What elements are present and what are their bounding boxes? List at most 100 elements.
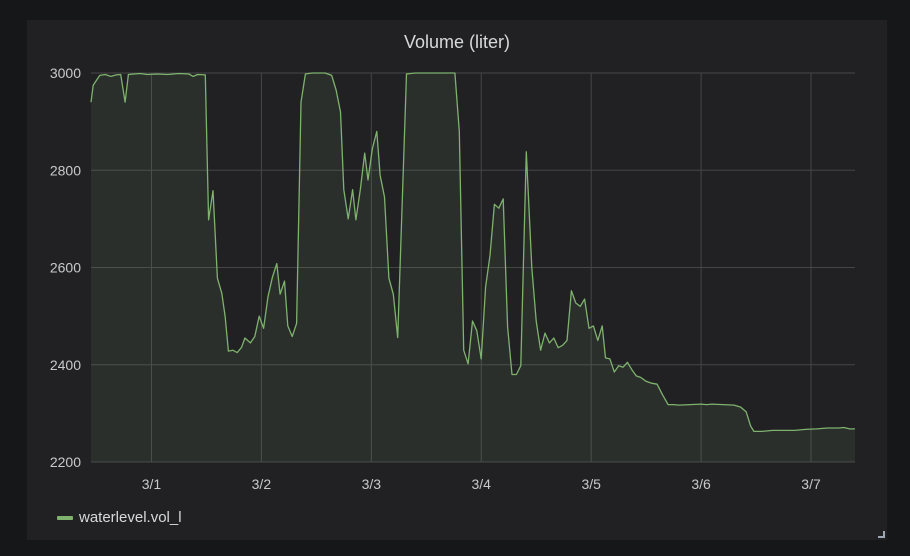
data-point xyxy=(133,73,134,74)
data-point xyxy=(372,148,373,149)
data-point xyxy=(481,358,482,359)
data-point xyxy=(526,151,527,152)
data-point xyxy=(128,74,129,75)
data-point xyxy=(393,294,394,295)
data-point xyxy=(259,316,260,317)
data-point xyxy=(296,323,297,324)
data-point xyxy=(540,350,541,351)
data-point xyxy=(367,179,368,180)
data-point xyxy=(376,131,377,132)
data-point xyxy=(805,429,806,430)
data-point xyxy=(110,76,111,77)
data-point xyxy=(193,76,194,77)
data-point xyxy=(197,74,198,75)
data-point xyxy=(93,85,94,86)
data-point xyxy=(843,427,844,428)
data-point xyxy=(205,74,206,75)
data-point xyxy=(761,431,762,432)
data-point xyxy=(156,73,157,74)
x-tick-label: 3/4 xyxy=(472,476,492,492)
data-point xyxy=(140,73,141,74)
x-tick-label: 3/5 xyxy=(581,476,601,492)
data-point xyxy=(516,374,517,375)
data-point xyxy=(618,365,619,366)
panel-resize-handle-icon[interactable] xyxy=(878,531,885,538)
data-point xyxy=(783,430,784,431)
data-point xyxy=(406,73,407,74)
data-point xyxy=(178,73,179,74)
x-tick-label: 3/1 xyxy=(142,476,162,492)
y-tick-label: 2200 xyxy=(50,454,81,470)
legend-series-label[interactable]: waterlevel.vol_l xyxy=(79,509,182,526)
volume-chart[interactable]: 2200 2400 2600 2800 3000 3/1 3/2 3/3 3/4 3/5 3/6 3/… xyxy=(27,20,887,500)
data-point xyxy=(318,72,319,73)
data-point xyxy=(99,75,100,76)
data-point xyxy=(631,369,632,370)
data-point xyxy=(651,383,652,384)
x-tick-label: 3/7 xyxy=(801,476,821,492)
data-point xyxy=(690,404,691,405)
data-point xyxy=(340,111,341,112)
data-point xyxy=(287,325,288,326)
data-point xyxy=(507,326,508,327)
data-point xyxy=(228,351,229,352)
data-point xyxy=(476,330,477,331)
data-point xyxy=(331,75,332,76)
data-point xyxy=(753,431,754,432)
data-point xyxy=(352,189,353,190)
data-point xyxy=(472,320,473,321)
data-point xyxy=(454,72,455,73)
data-point xyxy=(343,189,344,190)
data-point xyxy=(292,336,293,337)
data-point xyxy=(646,381,647,382)
data-point xyxy=(267,296,268,297)
data-point xyxy=(284,281,285,282)
panel-title[interactable]: Volume (liter) xyxy=(403,32,511,52)
data-point xyxy=(364,153,365,154)
legend: waterlevel.vol_l xyxy=(57,509,182,526)
data-point xyxy=(96,80,97,81)
data-point xyxy=(816,428,817,429)
data-point xyxy=(468,363,469,364)
series-line xyxy=(90,72,855,433)
data-point xyxy=(237,352,238,353)
data-point xyxy=(300,102,301,103)
data-point xyxy=(217,278,218,279)
data-point xyxy=(388,278,389,279)
series-area-fill xyxy=(91,73,855,462)
y-tick-label: 2800 xyxy=(50,162,81,178)
data-point xyxy=(562,345,563,346)
data-point xyxy=(838,427,839,428)
data-point xyxy=(794,430,795,431)
legend-series-swatch[interactable] xyxy=(57,515,73,520)
data-point xyxy=(276,263,277,264)
data-point xyxy=(602,325,603,326)
data-point xyxy=(355,219,356,220)
data-point xyxy=(494,204,495,205)
data-point xyxy=(701,404,702,405)
data-point xyxy=(459,131,460,132)
x-tick-label: 3/3 xyxy=(362,476,382,492)
data-point xyxy=(125,102,126,103)
data-point xyxy=(566,340,567,341)
data-point xyxy=(272,277,273,278)
data-point xyxy=(605,357,606,358)
data-point xyxy=(498,208,499,209)
data-point xyxy=(750,425,751,426)
x-tick-label: 3/6 xyxy=(691,476,711,492)
data-point xyxy=(520,365,521,366)
data-point xyxy=(250,342,251,343)
data-point xyxy=(588,328,589,329)
data-point xyxy=(311,72,312,73)
data-point xyxy=(657,384,658,385)
data-point xyxy=(225,316,226,317)
data-point xyxy=(668,404,669,405)
data-point xyxy=(336,89,337,90)
data-point xyxy=(241,347,242,348)
data-point xyxy=(147,74,148,75)
data-point xyxy=(244,337,245,338)
data-point xyxy=(571,290,572,291)
data-point xyxy=(593,325,594,326)
data-point xyxy=(640,377,641,378)
data-point xyxy=(636,375,637,376)
